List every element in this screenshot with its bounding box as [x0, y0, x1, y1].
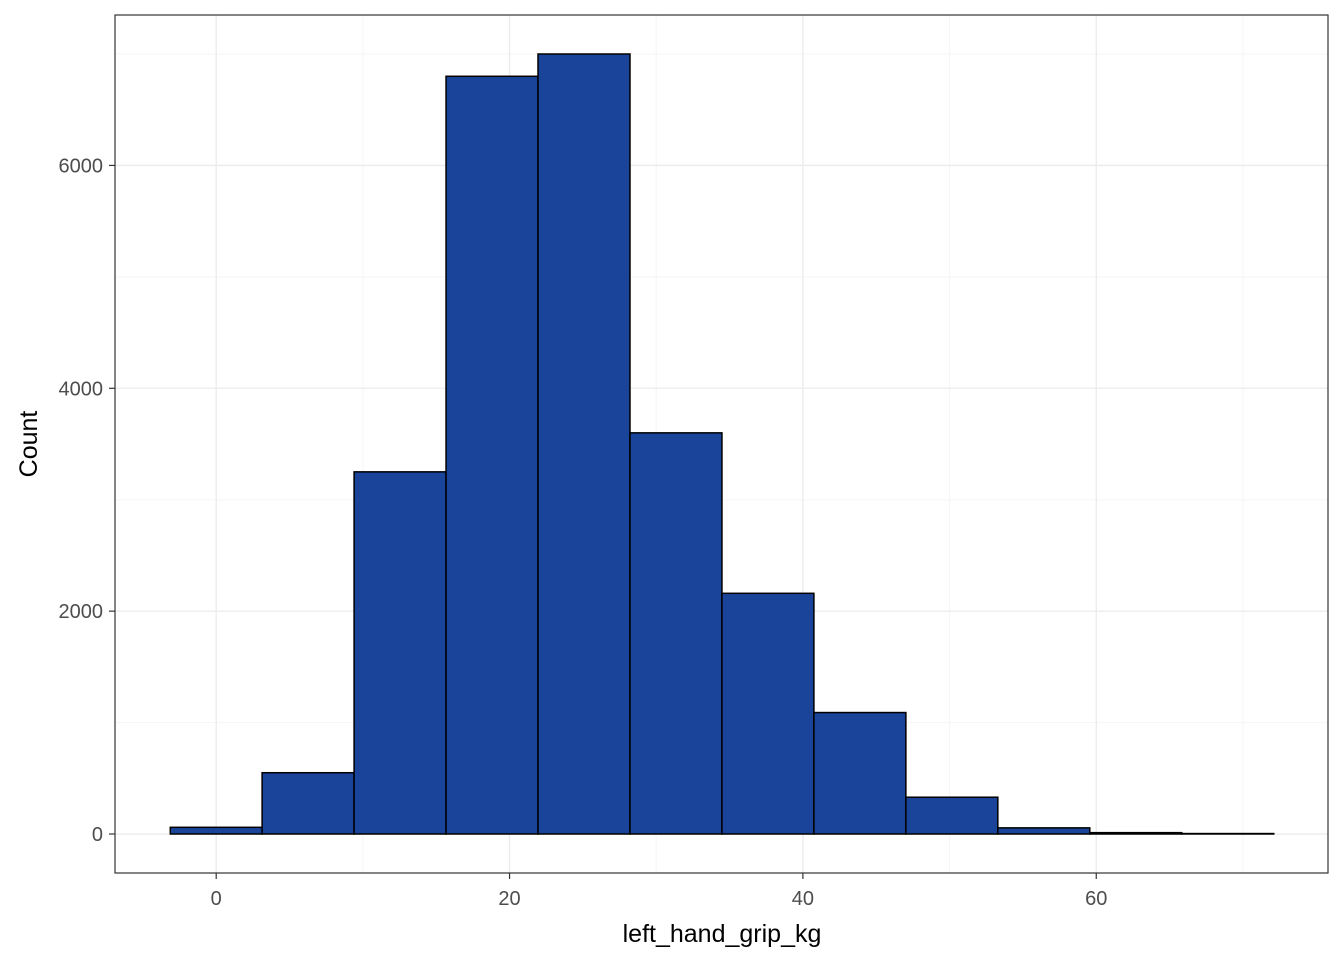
histogram-bar: [261, 771, 355, 835]
histogram-bar: [813, 711, 907, 835]
histogram-bars: [169, 53, 1275, 835]
x-axis-title: left_hand_grip_kg: [623, 920, 822, 948]
y-tick-label: 0: [92, 824, 103, 846]
histogram-bar: [721, 592, 815, 835]
histogram-bar: [629, 432, 723, 835]
histogram-bar: [1089, 831, 1183, 835]
histogram-bar: [353, 471, 447, 835]
x-axis: 0 20 40 60: [211, 873, 1107, 910]
histogram-bar: [445, 75, 539, 835]
histogram-bar: [997, 827, 1091, 835]
histogram-bar: [537, 53, 631, 835]
y-tick-label: 2000: [59, 601, 104, 623]
histogram-bar: [905, 796, 999, 835]
y-tick-label: 6000: [59, 155, 104, 177]
panel-border: [114, 14, 1329, 874]
x-tick-label: 0: [211, 888, 222, 910]
y-tick-label: 4000: [59, 378, 104, 400]
x-tick-label: 40: [792, 888, 814, 910]
y-axis: 0 2000 4000 6000: [59, 155, 115, 846]
histogram-bar: [169, 826, 263, 835]
y-axis-title: Count: [15, 411, 43, 478]
x-tick-label: 20: [498, 888, 520, 910]
x-tick-label: 60: [1085, 888, 1107, 910]
